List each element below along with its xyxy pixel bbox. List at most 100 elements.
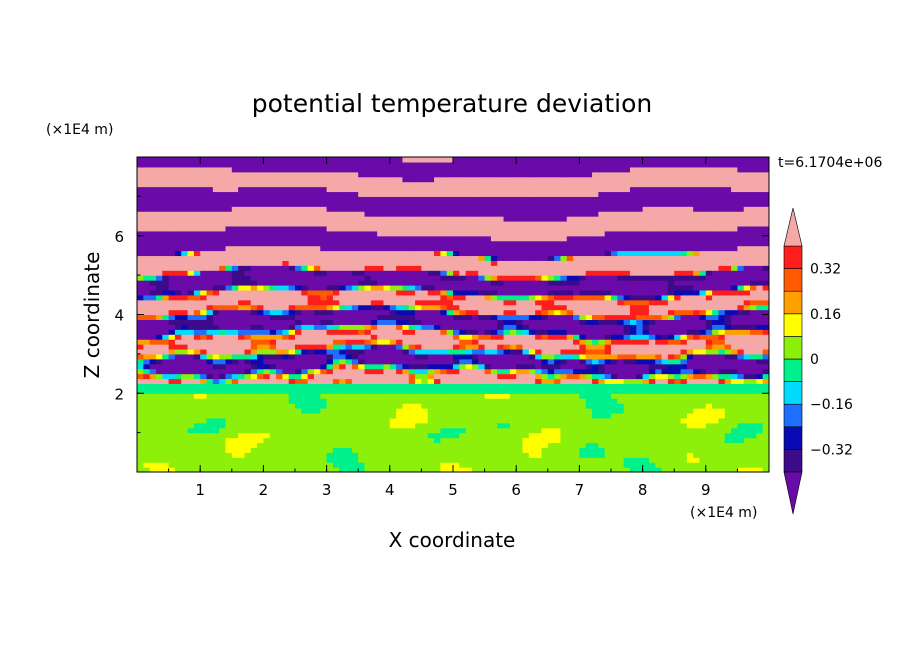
heatmap-cell [149, 255, 157, 261]
heatmap-cell [573, 339, 580, 345]
heatmap-cell [629, 358, 637, 365]
heatmap-cell [187, 250, 195, 257]
heatmap-cell [598, 442, 606, 448]
heatmap-cell [592, 240, 599, 247]
heatmap-cell [541, 437, 549, 444]
heatmap-cell [364, 344, 372, 350]
heatmap-cell [629, 245, 637, 252]
heatmap-cell [585, 373, 593, 380]
heatmap-cell [434, 344, 441, 350]
heatmap-cell [427, 265, 435, 271]
heatmap-cell [642, 284, 650, 291]
heatmap-cell [231, 339, 239, 345]
heatmap-cell [604, 398, 612, 404]
heatmap-cell [731, 403, 738, 409]
heatmap-cell [756, 348, 764, 355]
heatmap-cell [415, 314, 422, 321]
heatmap-cell [528, 275, 536, 281]
heatmap-cell [421, 383, 429, 389]
heatmap-cell [636, 398, 644, 404]
heatmap-cell [554, 363, 562, 370]
heatmap-cell [693, 280, 701, 286]
heatmap-cell [522, 265, 530, 271]
heatmap-cell [313, 235, 321, 242]
heatmap-cell [585, 324, 593, 330]
heatmap-cell [137, 452, 144, 458]
heatmap-cell [307, 427, 315, 434]
heatmap-cell [573, 225, 580, 232]
heatmap-cell [257, 245, 264, 252]
heatmap-cell [326, 432, 334, 439]
heatmap-cell [162, 417, 170, 424]
heatmap-cell [313, 230, 321, 237]
heatmap-cell [307, 388, 315, 394]
heatmap-cell [623, 334, 631, 340]
heatmap-cell [345, 260, 353, 266]
heatmap-cell [497, 334, 505, 340]
heatmap-cell [724, 373, 732, 380]
heatmap-cell [509, 339, 517, 345]
heatmap-cell [174, 427, 182, 434]
heatmap-cell [731, 294, 738, 301]
heatmap-cell [756, 324, 764, 330]
heatmap-cell [541, 260, 549, 266]
heatmap-cell [718, 403, 726, 409]
heatmap-cell [478, 373, 486, 380]
heatmap-cell [408, 368, 416, 375]
heatmap-cell [257, 334, 264, 340]
heatmap-cell [490, 319, 498, 325]
heatmap-cell [370, 432, 378, 439]
heatmap-cell [168, 403, 176, 409]
heatmap-cell [295, 353, 302, 360]
heatmap-cell [351, 452, 359, 458]
heatmap-cell [623, 344, 631, 350]
heatmap-cell [351, 422, 359, 429]
heatmap-cell [276, 280, 283, 286]
heatmap-cell [655, 245, 663, 252]
heatmap-cell [497, 294, 505, 301]
heatmap-cell [358, 245, 366, 252]
heatmap-cell [377, 314, 385, 321]
heatmap-cell [225, 353, 233, 360]
heatmap-cell [465, 432, 473, 439]
heatmap-cell [750, 289, 757, 296]
heatmap-cell [674, 235, 682, 242]
heatmap-cell [737, 260, 745, 266]
heatmap-cell [522, 442, 530, 448]
heatmap-cell [219, 344, 227, 350]
heatmap-cell [181, 373, 189, 380]
heatmap-cell [168, 304, 176, 311]
heatmap-cell [484, 280, 492, 286]
heatmap-cell [332, 373, 340, 380]
heatmap-cell [377, 408, 385, 414]
heatmap-cell [313, 378, 321, 384]
heatmap-cell [705, 339, 713, 345]
heatmap-cell [396, 462, 404, 468]
heatmap-cell [244, 457, 252, 463]
heatmap-cell [389, 260, 397, 266]
heatmap-cell [206, 368, 214, 375]
heatmap-cell [257, 452, 264, 458]
heatmap-cell [686, 462, 694, 468]
heatmap-cell [408, 235, 416, 242]
heatmap-cell [471, 309, 479, 316]
heatmap-cell [301, 225, 309, 232]
heatmap-cell [269, 358, 277, 365]
heatmap-cell [288, 452, 296, 458]
heatmap-cell [560, 265, 568, 271]
heatmap-cell [250, 462, 258, 468]
heatmap-cell [560, 412, 568, 419]
heatmap-cell [181, 235, 189, 242]
heatmap-cell [263, 289, 271, 296]
heatmap-cell [288, 393, 296, 399]
heatmap-cell [522, 383, 530, 389]
heatmap-cell [503, 393, 511, 399]
heatmap-cell [427, 388, 435, 394]
heatmap-cell [162, 447, 170, 453]
heatmap-cell [219, 457, 227, 463]
heatmap-cell [326, 309, 334, 316]
heatmap-cell [554, 289, 562, 296]
heatmap-cell [705, 348, 713, 355]
heatmap-cell [257, 417, 264, 424]
heatmap-cell [408, 442, 416, 448]
